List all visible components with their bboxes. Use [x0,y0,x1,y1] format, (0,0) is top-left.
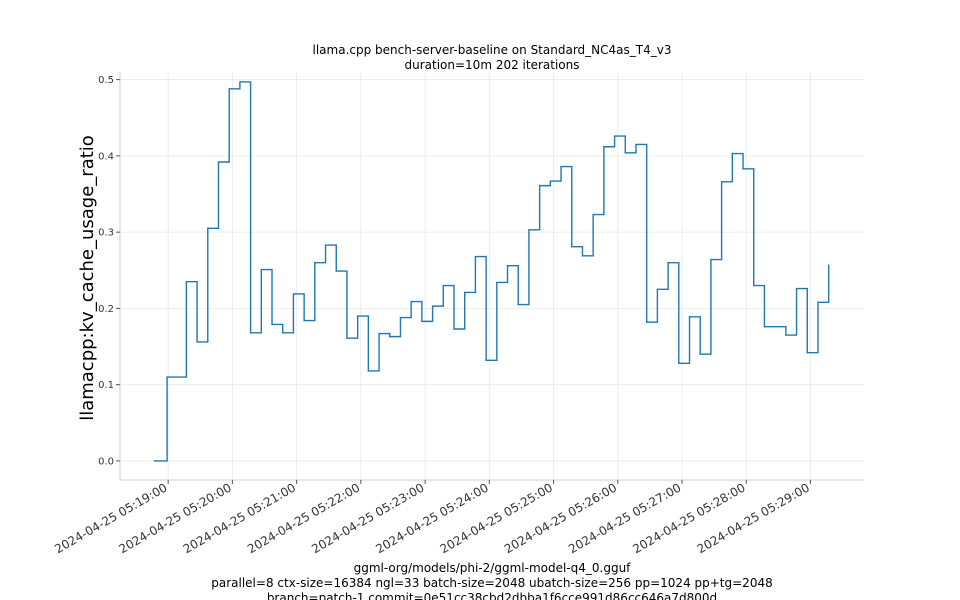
y-tick-label: 0.0 [98,456,114,467]
data-point [271,323,273,326]
data-point [785,334,787,336]
data-point [292,293,295,295]
data-point [431,305,434,307]
chart-title-line-2: duration=10m 202 iterations [405,58,580,72]
x-tick-label: 2024-04-25 05:23:00 [309,480,426,556]
data-point [367,370,369,372]
x-tick-label: 2024-04-25 05:21:00 [181,480,298,556]
data-point [571,246,573,248]
x-tick-label: 2024-04-25 05:29:00 [695,480,812,556]
data-point [303,320,305,322]
data-point [260,268,262,271]
data-point [806,352,808,354]
data-point [688,316,691,318]
data-point [710,259,712,261]
chart-title-line-1: llama.cpp bench-server-baseline on Stand… [313,43,672,57]
data-point [656,288,658,290]
y-tick-label: 0.3 [98,228,114,239]
data-point [506,265,509,267]
y-tick-label: 0.1 [98,380,114,391]
data-point [474,255,477,258]
x-tick-label: 2024-04-25 05:22:00 [245,480,362,556]
y-axis-label: llamacpp:kv_cache_usage_ratio [77,135,98,421]
data-point [753,284,755,287]
data-point [581,255,584,257]
grid [120,72,864,480]
x-tick-label: 2024-04-25 05:20:00 [117,480,234,556]
data-point [335,270,337,272]
data-point [624,152,626,154]
data-point [314,262,316,264]
data-point [721,181,723,183]
data-point [560,165,562,168]
x-tick-label: 2024-04-25 05:27:00 [566,480,683,556]
data-point [678,362,680,364]
data-point [699,353,701,355]
y-ticks: 0.0 0.1 0.2 0.3 0.4 0.5 [98,75,120,467]
data-point [646,321,648,323]
data-point [324,244,327,246]
data-point [603,146,605,148]
data-point [763,326,766,328]
data-point [346,337,348,339]
data-point [464,291,466,293]
data-point [731,153,733,155]
data-point [539,185,541,187]
data-point [185,281,187,283]
data-point [496,281,498,284]
data-point [389,336,391,338]
x-tick-label: 2024-04-25 05:19:00 [52,480,169,556]
x-tick-label: 2024-04-25 05:28:00 [630,480,747,556]
data-point [795,287,798,290]
data-point [635,143,637,146]
data-point [421,320,423,322]
data-point [485,359,487,361]
data-point [228,88,230,90]
data-point [410,300,412,303]
x-axis-label-line-3: branch=patch-1 commit=0e51cc38cbd2dbba1f… [267,591,717,600]
data-point [217,161,220,163]
y-tick-label: 0.5 [98,75,114,86]
data-points [153,81,830,462]
y-tick-label: 0.4 [98,151,114,162]
data-point [196,341,198,343]
series-line-kv-cache-usage [154,81,830,462]
data-point [528,229,530,231]
data-point [828,264,830,266]
data-point [153,460,155,462]
data-point [442,284,444,287]
data-point [357,315,359,317]
data-point [742,168,744,170]
x-axis-label-line-1: ggml-org/models/phi-2/ggml-model-q4_0.gg… [354,561,632,575]
data-point [399,316,402,319]
data-point [378,332,380,335]
data-point [549,180,551,182]
data-point [282,332,284,334]
data-point [517,303,519,306]
y-tick-label: 0.2 [98,304,114,315]
data-point [166,376,168,378]
data-point [613,135,616,137]
data-point [592,214,594,216]
data-point [207,227,209,229]
x-tick-label: 2024-04-25 05:25:00 [438,480,555,556]
data-point [250,332,252,334]
data-point [453,328,455,330]
data-point [817,301,819,303]
x-tick-label: 2024-04-25 05:26:00 [502,480,619,556]
x-axis-label-line-2: parallel=8 ctx-size=16384 ngl=33 batch-s… [211,576,772,590]
data-point [667,262,669,264]
x-tick-label: 2024-04-25 05:24:00 [373,480,490,556]
data-point [239,81,241,83]
